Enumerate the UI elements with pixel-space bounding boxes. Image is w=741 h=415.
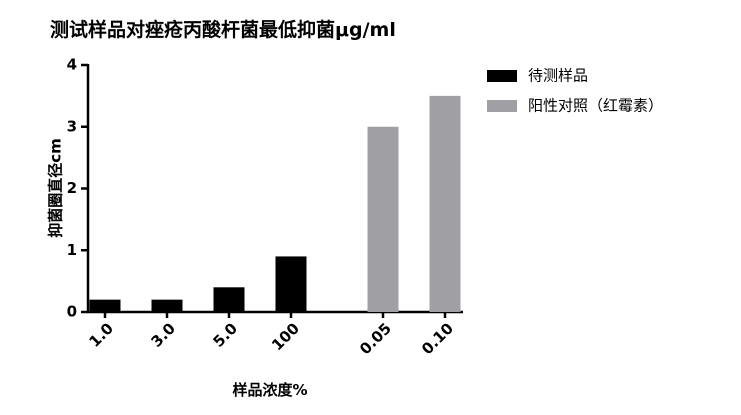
y-tick-label: 3 xyxy=(67,117,77,135)
bar xyxy=(367,126,399,312)
x-tick-label: 5.0 xyxy=(209,319,241,351)
chart-title: 测试样品对痤疮丙酸杆菌最低抑菌μg/ml xyxy=(50,18,396,41)
legend-swatch xyxy=(487,100,517,112)
x-axis-label: 样品浓度% xyxy=(232,381,307,399)
bar xyxy=(213,287,245,312)
y-axis-label: 抑菌圈直径cm xyxy=(47,138,65,238)
legend-swatch xyxy=(487,70,517,82)
y-tick-label: 2 xyxy=(67,179,77,197)
y-tick-label: 1 xyxy=(67,241,77,259)
bar xyxy=(89,299,121,312)
x-tick-label: 0.05 xyxy=(356,319,395,358)
bar xyxy=(429,95,461,312)
y-tick-label: 0 xyxy=(67,303,77,321)
legend-label: 待测样品 xyxy=(528,67,588,85)
legend-label: 阳性对照（红霉素） xyxy=(528,97,663,115)
x-tick-label: 100 xyxy=(268,319,303,354)
x-tick-label: 0.10 xyxy=(418,319,457,358)
x-tick-label: 1.0 xyxy=(85,319,117,351)
bar xyxy=(151,299,183,312)
y-tick-label: 4 xyxy=(67,56,77,74)
x-tick-label: 3.0 xyxy=(147,319,179,351)
bar xyxy=(275,256,307,312)
